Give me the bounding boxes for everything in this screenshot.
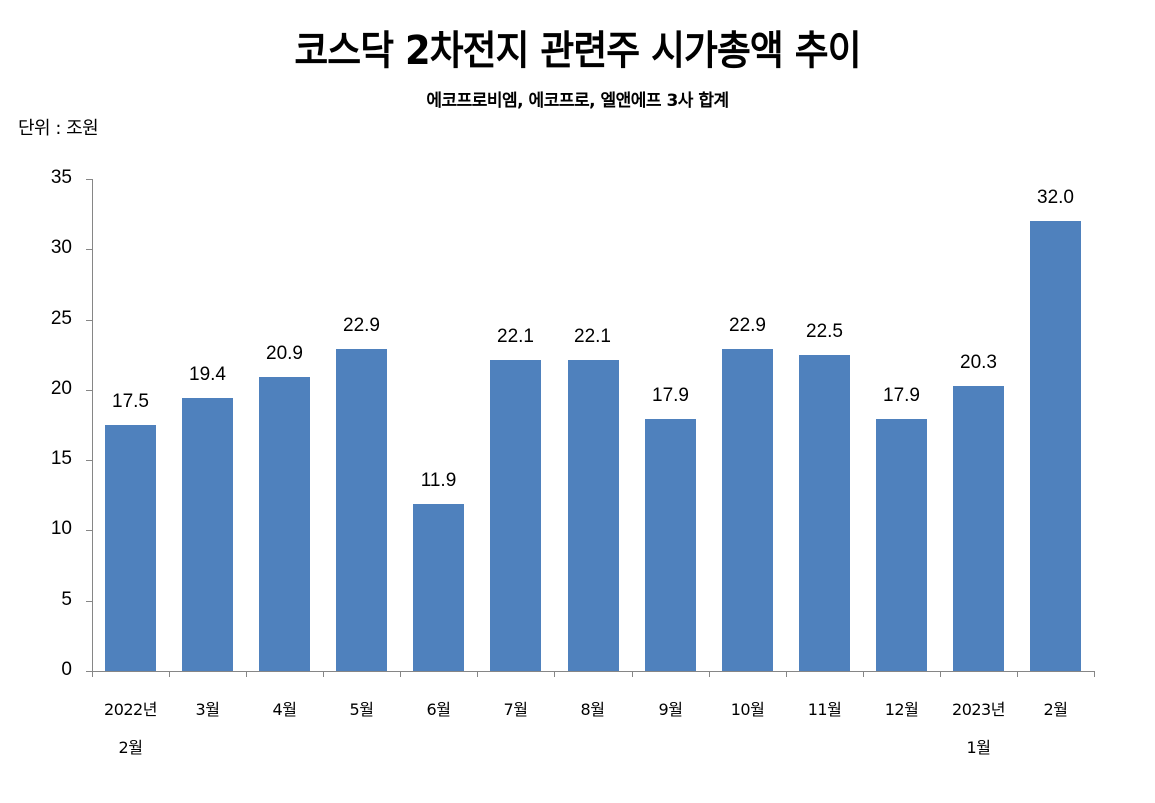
x-category-label-line: 2023년 [952,700,1005,719]
x-category-label-line: 2022년 [104,700,157,719]
y-tick-mark [86,320,92,321]
data-label: 22.1 [574,326,611,347]
bar [259,377,310,671]
bar [490,360,541,671]
y-tick-label: 15 [50,448,72,469]
x-category-label: 4월 [246,691,323,729]
x-category-label: 11월 [786,691,863,729]
bar [799,355,850,671]
x-tick-mark [1017,671,1018,677]
x-category-label: 2023년 1월 [940,691,1017,767]
bar [645,419,696,671]
data-label: 22.9 [729,315,766,336]
bar [876,419,927,671]
data-label: 22.5 [806,321,843,342]
x-category-label-line: 3월 [195,700,220,719]
x-category-label: 12월 [863,691,940,729]
x-category-label-line: 2월 [1043,700,1068,719]
x-tick-mark [92,671,93,677]
data-label: 17.9 [883,385,920,406]
bar [105,425,156,671]
data-label: 22.9 [343,315,380,336]
y-tick-mark [86,460,92,461]
x-tick-mark [863,671,864,677]
x-category-label-line: 7월 [503,700,528,719]
y-tick-mark [86,671,92,672]
x-category-label: 8월 [554,691,631,729]
y-tick-label: 10 [50,518,72,539]
y-tick-mark [86,179,92,180]
y-tick-label: 0 [61,659,72,680]
x-category-label-line: 11월 [807,700,842,719]
y-tick-mark [86,601,92,602]
x-category-label: 7월 [477,691,554,729]
x-category-label: 6월 [400,691,477,729]
x-category-label-line: 9월 [658,700,683,719]
bar [1030,221,1081,671]
x-tick-mark [554,671,555,677]
x-category-label-line: 12월 [884,700,919,719]
data-label: 19.4 [189,364,226,385]
chart-subtitle: 에코프로비엠, 에코프로, 엘앤에프 3사 합계 [426,91,729,111]
data-label: 17.5 [112,391,149,412]
x-tick-mark [246,671,247,677]
data-label: 17.9 [652,385,689,406]
y-tick-mark [86,249,92,250]
x-category-label-line: 2월 [118,738,143,757]
y-tick-label: 30 [50,237,72,258]
chart-title: 코스닥 2차전지 관련주 시가총액 추이 [294,28,861,74]
x-category-label: 2월 [1017,691,1094,729]
x-category-label: 2022년 2월 [92,691,169,767]
x-tick-mark [169,671,170,677]
y-tick-label: 5 [61,589,72,610]
x-tick-mark [400,671,401,677]
y-tick-mark [86,390,92,391]
x-category-label-line: 5월 [349,700,374,719]
x-tick-mark [632,671,633,677]
x-category-label: 10월 [709,691,786,729]
x-category-label-line: 8월 [580,700,605,719]
x-tick-mark [940,671,941,677]
x-category-label: 9월 [632,691,709,729]
x-category-label-line: 1월 [966,738,991,757]
x-tick-mark [1094,671,1095,677]
bar [413,504,464,671]
x-tick-mark [477,671,478,677]
x-category-label: 3월 [169,691,246,729]
y-tick-label: 35 [50,167,72,188]
x-tick-mark [786,671,787,677]
bar [953,386,1004,671]
data-label: 20.9 [266,343,303,364]
y-tick-label: 25 [50,308,72,329]
bar [722,349,773,671]
x-tick-mark [323,671,324,677]
data-label: 20.3 [960,352,997,373]
x-category-label-line: 4월 [272,700,297,719]
data-label: 11.9 [420,470,457,491]
x-category-label: 5월 [323,691,400,729]
data-label: 32.0 [1037,187,1074,208]
x-tick-mark [709,671,710,677]
data-label: 22.1 [497,326,534,347]
y-axis-line [92,179,93,672]
y-tick-label: 20 [50,378,72,399]
y-tick-mark [86,530,92,531]
x-axis-line [86,671,1094,672]
x-category-label-line: 10월 [730,700,765,719]
bar [568,360,619,671]
x-category-label-line: 6월 [426,700,451,719]
bar [336,349,387,671]
bar [182,398,233,671]
unit-label: 단위 : 조원 [18,118,99,139]
